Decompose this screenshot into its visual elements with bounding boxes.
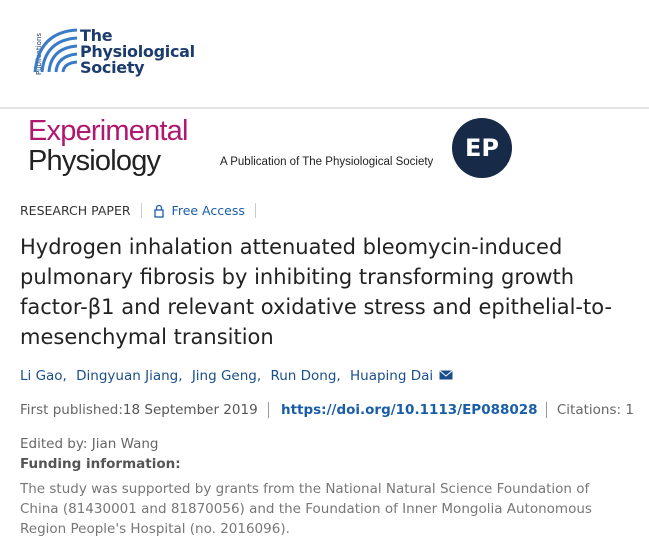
citations[interactable]: Citations: 1 <box>556 402 634 418</box>
author[interactable]: Jing Geng, <box>191 368 262 384</box>
funding-text: The study was supported by grants from t… <box>20 481 592 537</box>
edited-by: Edited by: Jian Wang <box>20 436 159 452</box>
publication-info: First published:18 September 2019 https:… <box>20 402 634 418</box>
publisher-name-line: Society <box>80 58 145 77</box>
author[interactable]: Li Gao, <box>20 368 67 384</box>
funding-label: Funding information: <box>20 456 181 472</box>
article-title: Hydrogen inhalation attenuated bleomycin… <box>20 235 613 349</box>
journal-name-line: Physiology <box>28 145 161 177</box>
first-published-label: First published: <box>20 402 123 418</box>
publisher-name-line: Physiological <box>80 42 195 61</box>
author[interactable]: Run Dong, <box>270 368 341 384</box>
author[interactable]: Huaping Dai <box>350 368 434 384</box>
author[interactable]: Dingyuan Jiang, <box>76 368 183 384</box>
article-meta: RESEARCH PAPER Free Access <box>20 203 256 218</box>
article-type: RESEARCH PAPER <box>20 203 142 218</box>
author-list: Li Gao, Dingyuan Jiang, Jing Geng, Run D… <box>20 368 454 384</box>
access-label: Free Access <box>166 203 256 218</box>
publisher-logo <box>33 28 78 73</box>
journal-name[interactable]: Experimental Physiology <box>28 116 188 176</box>
publisher-name[interactable]: The Physiological Society <box>80 28 195 76</box>
first-published-date: 18 September 2019 <box>122 402 269 418</box>
doi-link[interactable]: https://doi.org/10.1113/EP088028 <box>272 402 547 418</box>
journal-name-line: Experimental <box>28 115 188 147</box>
journal-badge[interactable]: EP <box>452 118 512 178</box>
lock-icon <box>153 204 164 218</box>
site-header: Publications The Physiological Society <box>0 0 649 109</box>
journal-tagline: A Publication of The Physiological Socie… <box>220 156 434 168</box>
publisher-name-line: The <box>80 26 113 45</box>
email-icon[interactable] <box>439 370 454 380</box>
